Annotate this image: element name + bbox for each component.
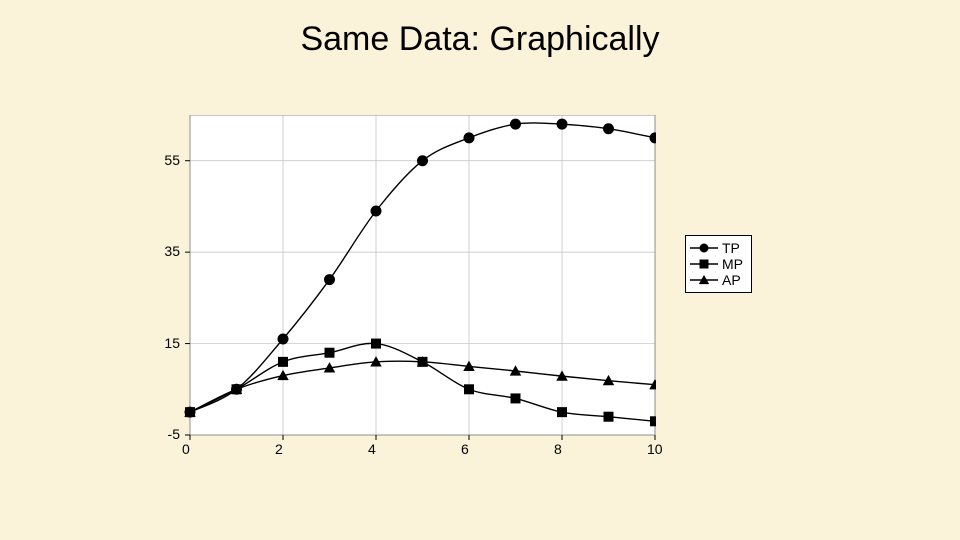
line-chart [140,115,656,445]
chart-container: -5153555 0246810 TPMPAP [140,115,656,450]
legend-marker-square [690,258,718,270]
legend-label: AP [722,272,741,288]
chart-legend: TPMPAP [685,235,752,293]
legend-label: TP [722,240,740,256]
slide-container: { "title": { "text": "Same Data: Graphic… [0,0,960,540]
legend-item: MP [690,256,743,272]
slide-title: Same Data: Graphically [0,20,960,59]
legend-label: MP [722,256,743,272]
legend-item: TP [690,240,743,256]
legend-marker-triangle [690,274,718,286]
legend-marker-circle [690,242,718,254]
legend-item: AP [690,272,743,288]
